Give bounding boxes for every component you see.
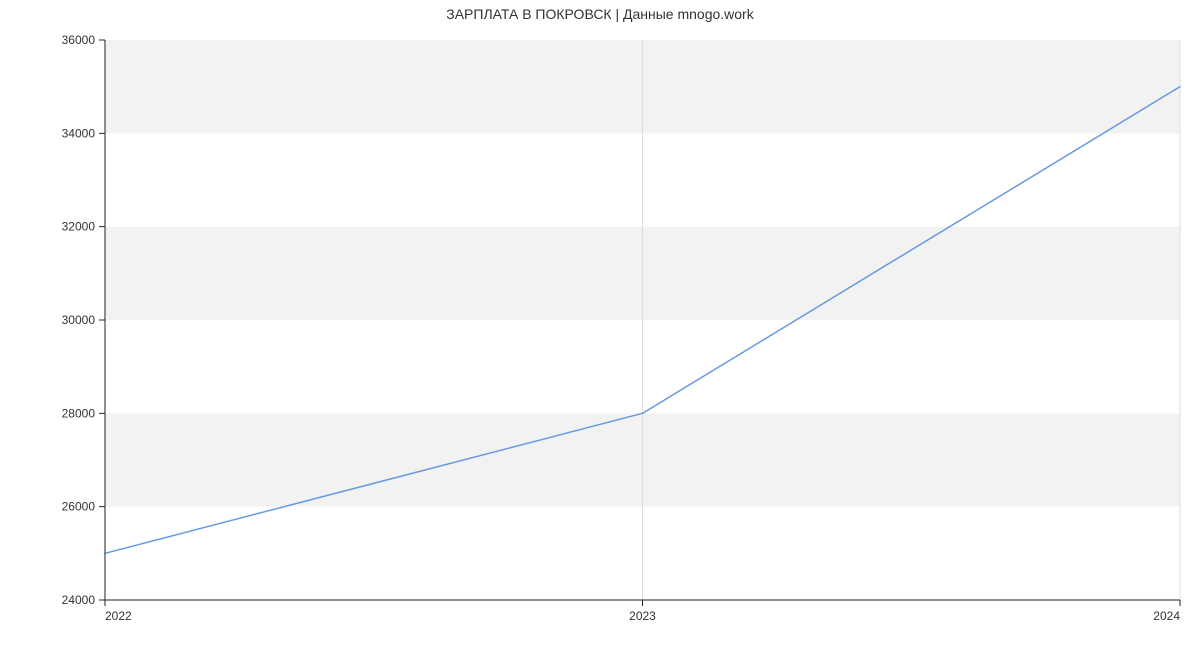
chart-title: ЗАРПЛАТА В ПОКРОВСК | Данные mnogo.work bbox=[0, 6, 1200, 22]
y-tick-label: 24000 bbox=[62, 593, 96, 607]
x-tick-label: 2023 bbox=[629, 609, 656, 623]
x-tick-label: 2024 bbox=[1153, 609, 1180, 623]
y-tick-label: 32000 bbox=[62, 220, 96, 234]
y-tick-label: 34000 bbox=[62, 126, 96, 140]
x-tick-label: 2022 bbox=[105, 609, 132, 623]
y-tick-label: 26000 bbox=[62, 500, 96, 514]
chart-svg: 24000 26000 28000 30000 32000 34000 36000 2022 2… bbox=[0, 0, 1200, 650]
salary-chart: ЗАРПЛАТА В ПОКРОВСК | Данные mnogo.work … bbox=[0, 0, 1200, 650]
y-tick-label: 30000 bbox=[62, 313, 96, 327]
y-tick-label: 36000 bbox=[62, 33, 96, 47]
y-tick-label: 28000 bbox=[62, 406, 96, 420]
